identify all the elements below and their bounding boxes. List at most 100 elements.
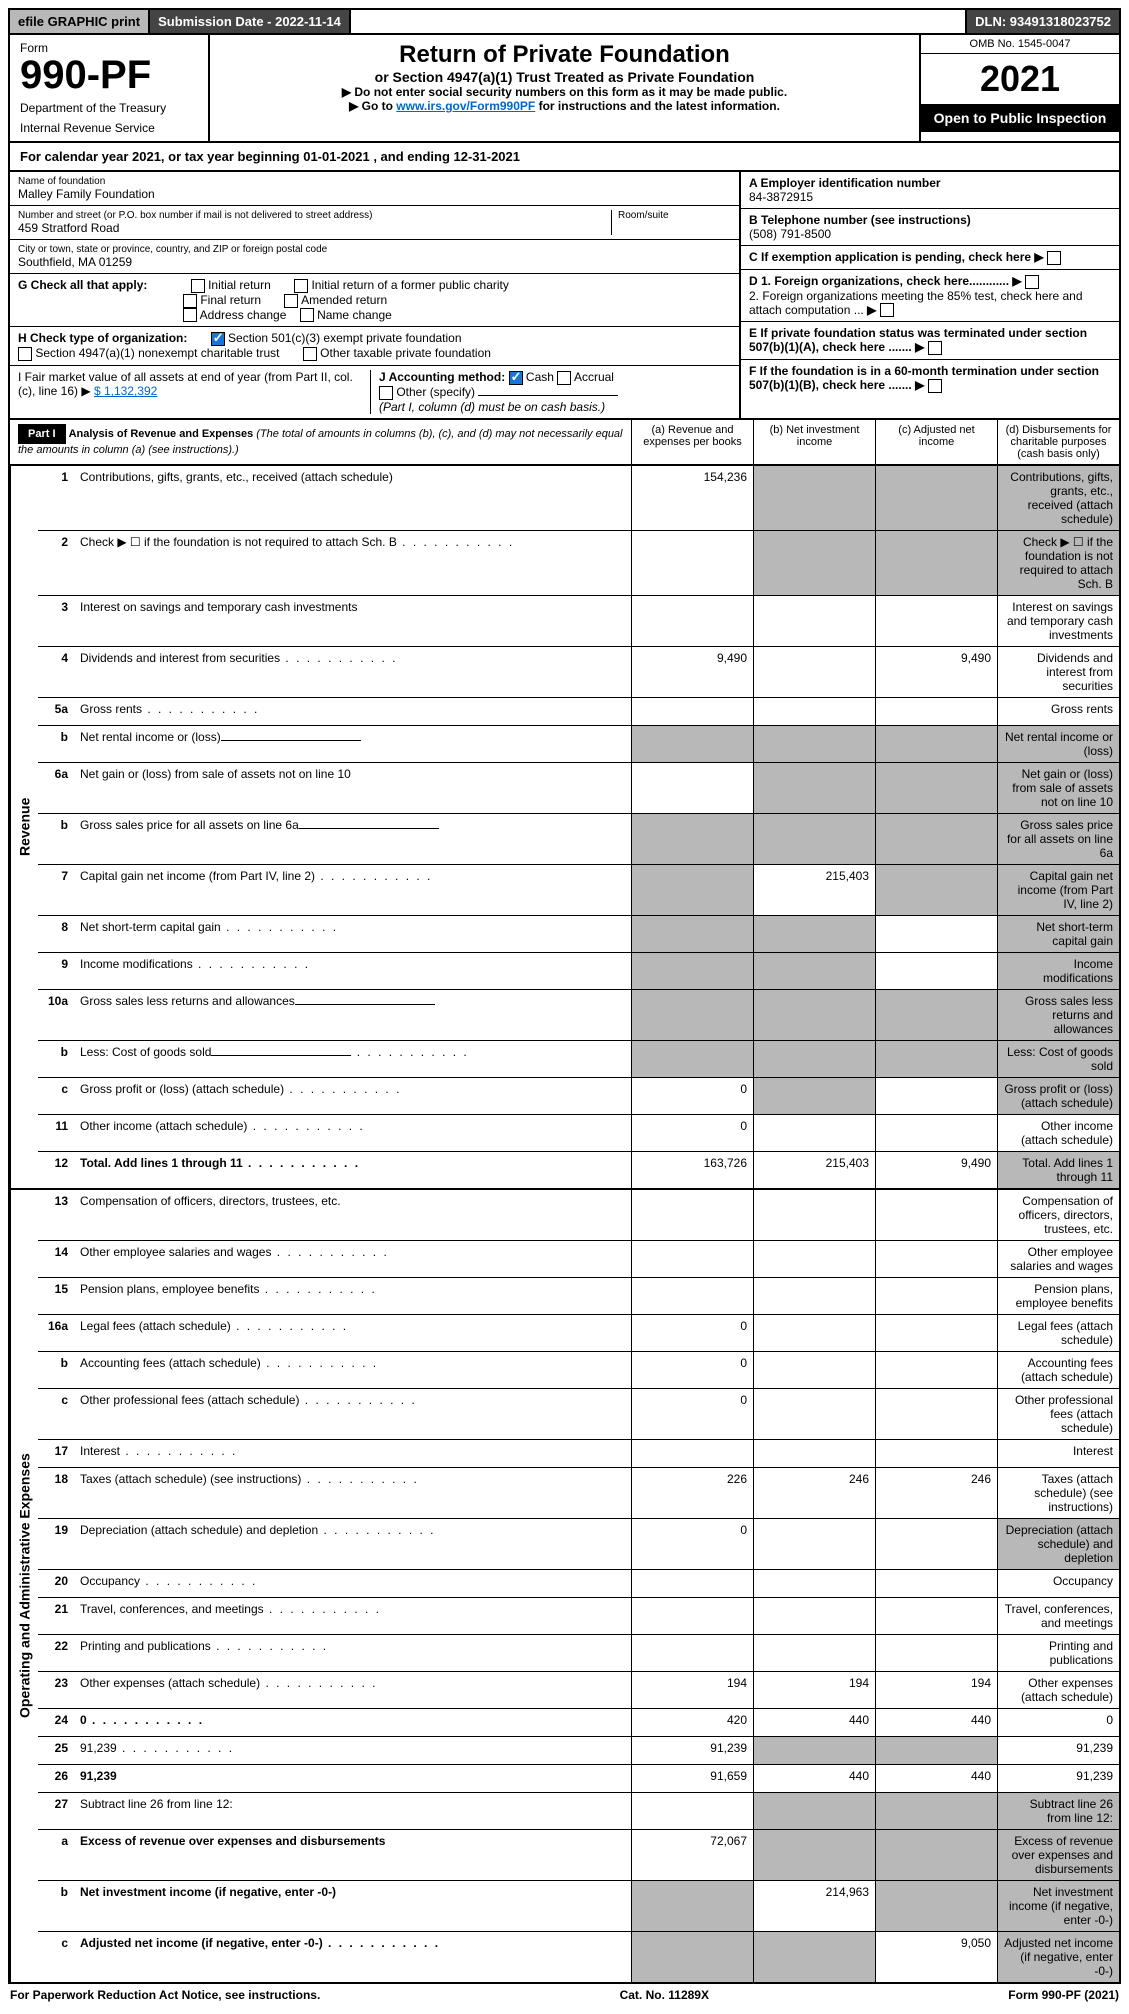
line-description: Contributions, gifts, grants, etc., rece… [74,466,631,530]
col-a-cell [631,916,753,952]
chk-60-month[interactable] [928,379,942,393]
d1-label: D 1. Foreign organizations, check here..… [749,274,1009,288]
col-a-cell: 0 [631,1389,753,1439]
col-d-cell: Compensation of officers, directors, tru… [997,1190,1119,1240]
col-b-cell [753,1793,875,1829]
col-a-cell: 154,236 [631,466,753,530]
line-number: 7 [38,865,74,915]
col-c-cell [875,1737,997,1764]
h-label: H Check type of organization: [18,331,187,345]
line-number: 16a [38,1315,74,1351]
col-c-cell [875,865,997,915]
table-row: 4Dividends and interest from securities9… [38,647,1119,698]
chk-initial-former[interactable] [294,279,308,293]
col-a-cell [631,1635,753,1671]
col-a-cell [631,1041,753,1077]
col-b-cell [753,1830,875,1880]
line-number: 17 [38,1440,74,1467]
table-row: cAdjusted net income (if negative, enter… [38,1932,1119,1982]
chk-other-taxable[interactable] [303,347,317,361]
col-b-cell [753,1241,875,1277]
col-d-cell: Legal fees (attach schedule) [997,1315,1119,1351]
col-d-cell: Net investment income (if negative, ente… [997,1881,1119,1931]
col-c-head: (c) Adjusted net income [875,420,997,464]
city-label: City or town, state or province, country… [18,244,731,255]
opt-cash: Cash [526,370,554,384]
form-number: 990-PF [20,55,198,95]
col-d-cell: Taxes (attach schedule) (see instruction… [997,1468,1119,1518]
col-b-cell [753,1315,875,1351]
opt-amended-return: Amended return [301,293,387,307]
col-b-cell: 215,403 [753,1152,875,1188]
col-a-cell [631,990,753,1040]
line-description: Less: Cost of goods sold [74,1041,631,1077]
part1-label: Part I [18,424,66,444]
col-d-cell: Accounting fees (attach schedule) [997,1352,1119,1388]
line-description: Accounting fees (attach schedule) [74,1352,631,1388]
col-c-cell: 9,490 [875,1152,997,1188]
chk-exemption-pending[interactable] [1047,251,1061,265]
line-description: Depreciation (attach schedule) and deple… [74,1519,631,1569]
table-row: 2404204404400 [38,1709,1119,1737]
col-c-cell [875,990,997,1040]
col-a-cell: 0 [631,1352,753,1388]
col-a-cell [631,1932,753,1982]
line-description: 91,239 [74,1737,631,1764]
line-number: b [38,1041,74,1077]
col-a-cell: 72,067 [631,1830,753,1880]
instruction-1: ▶ Do not enter social security numbers o… [226,85,903,99]
chk-status-terminated[interactable] [928,341,942,355]
chk-name-change[interactable] [300,308,314,322]
col-d-cell: Interest [997,1440,1119,1467]
chk-address-change[interactable] [183,308,197,322]
form-header: Form 990-PF Department of the Treasury I… [8,35,1121,143]
col-b-cell [753,1115,875,1151]
col-c-cell [875,1635,997,1671]
col-a-cell [631,865,753,915]
col-b-cell [753,1635,875,1671]
col-c-cell: 9,490 [875,647,997,697]
g-label: G Check all that apply: [18,278,147,292]
chk-final-return[interactable] [183,294,197,308]
section-c: C If exemption application is pending, c… [741,246,1119,270]
open-public: Open to Public Inspection [921,104,1119,132]
chk-amended-return[interactable] [284,294,298,308]
irs-link[interactable]: www.irs.gov/Form990PF [396,99,535,113]
table-row: 16aLegal fees (attach schedule)0Legal fe… [38,1315,1119,1352]
top-bar: efile GRAPHIC print Submission Date - 20… [8,8,1121,35]
chk-cash[interactable] [509,371,523,385]
line-description: Excess of revenue over expenses and disb… [74,1830,631,1880]
col-c-cell: 440 [875,1765,997,1792]
chk-accrual[interactable] [557,371,571,385]
line-number: 20 [38,1570,74,1597]
b-label: B Telephone number (see instructions) [749,213,971,227]
line-description: Capital gain net income (from Part IV, l… [74,865,631,915]
col-b-cell [753,698,875,725]
section-b: B Telephone number (see instructions) (5… [741,209,1119,246]
col-c-cell [875,596,997,646]
chk-foreign-org[interactable] [1025,275,1039,289]
opt-name-change: Name change [317,308,392,322]
line-description: Subtract line 26 from line 12: [74,1793,631,1829]
table-row: 12Total. Add lines 1 through 11163,72621… [38,1152,1119,1188]
col-a-cell [631,1793,753,1829]
chk-initial-return[interactable] [191,279,205,293]
col-b-cell [753,1737,875,1764]
line-number: 10a [38,990,74,1040]
opt-initial-former: Initial return of a former public charit… [311,278,508,292]
chk-85-test[interactable] [880,303,894,317]
line-description: Net rental income or (loss) [74,726,631,762]
i-label: I Fair market value of all assets at end… [18,370,353,398]
chk-501c3[interactable] [211,332,225,346]
table-row: 22Printing and publicationsPrinting and … [38,1635,1119,1672]
chk-4947[interactable] [18,347,32,361]
col-d-cell: Adjusted net income (if negative, enter … [997,1932,1119,1982]
col-c-cell [875,953,997,989]
chk-other-method[interactable] [379,386,393,400]
col-d-cell: Other income (attach schedule) [997,1115,1119,1151]
col-c-cell [875,531,997,595]
section-g: G Check all that apply: Initial return I… [10,274,739,327]
table-row: 1Contributions, gifts, grants, etc., rec… [38,466,1119,531]
line-description: Occupancy [74,1570,631,1597]
opt-final-return: Final return [200,293,261,307]
